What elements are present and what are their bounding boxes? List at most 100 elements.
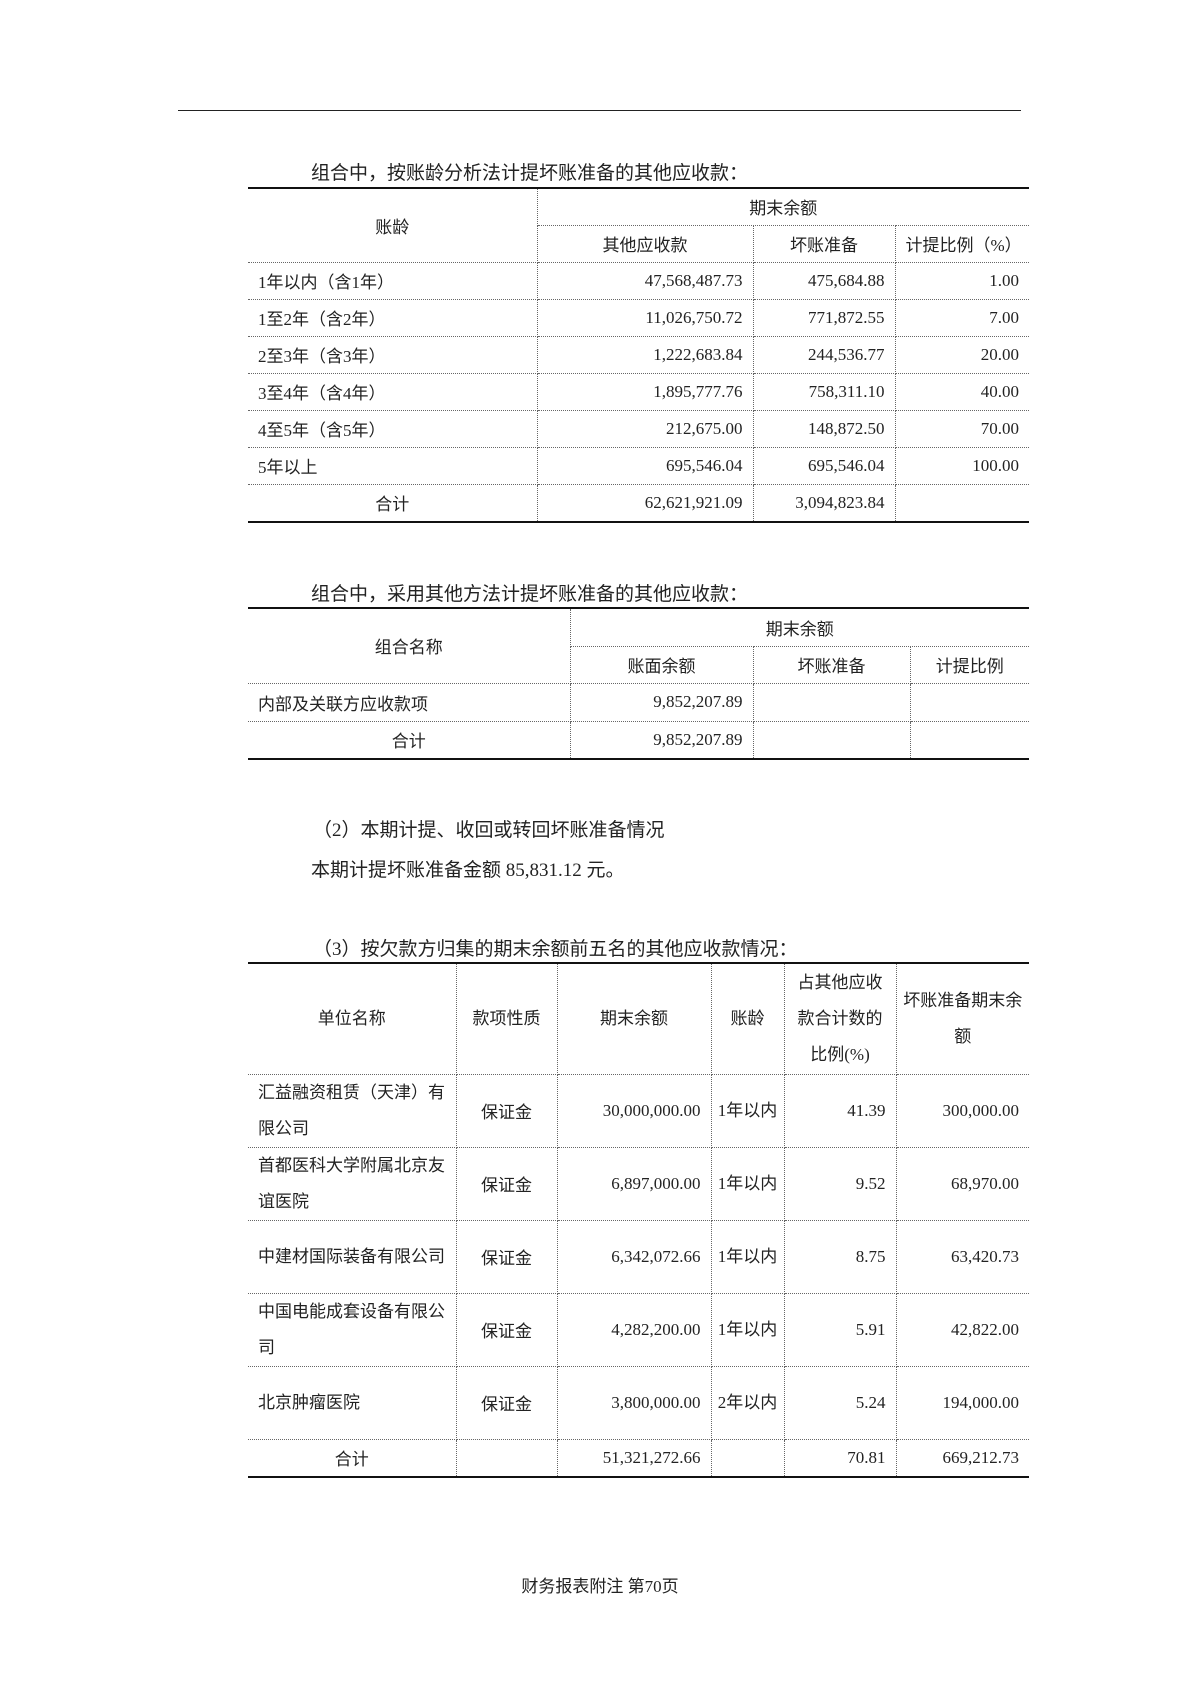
table-cell [909, 720, 1029, 760]
other-method-table: 组合名称 期末余额 账面余额 坏账准备 计提比例 内部及关联方应收款项 9,852,20… [248, 607, 1029, 760]
table-cell: 63,420.73 [895, 1219, 1029, 1294]
table-row: 汇益融资租赁（天津）有限公司 保证金 30,000,000.00 1年以内 41.39 3… [248, 1073, 1029, 1148]
table-cell: 1,895,777.76 [536, 372, 754, 411]
section1-title: 组合中，按账龄分析法计提坏账准备的其他应收款： [311, 163, 749, 184]
header-col1: 其他应收款 [537, 224, 754, 263]
table-cell: 475,684.88 [752, 261, 896, 300]
section3-heading: （2）本期计提、收回或转回坏账准备情况 [313, 820, 665, 841]
table-cell: 212,675.00 [536, 409, 754, 448]
header-col2: 坏账准备 [752, 645, 911, 684]
header-cell: 单位名称 [248, 962, 457, 1075]
header-age: 账龄 [248, 187, 538, 263]
table-cell [710, 1438, 785, 1478]
table-cell: 20.00 [894, 335, 1029, 374]
table-row: 合计 9,852,207.89 [248, 720, 1029, 760]
table-cell: 148,872.50 [752, 409, 896, 448]
table-row: 5年以上 695,546.04 695,546.04 100.00 [248, 446, 1029, 485]
header-cell: 款项性质 [455, 962, 558, 1075]
aging-table: 账龄 期末余额 其他应收款 坏账准备 计提比例（%） 1年以内（含1年） 47,568,… [248, 187, 1029, 523]
header-cell: 占其他应收款合计数的比例(%) [783, 962, 897, 1075]
table-row: 首都医科大学附属北京友谊医院 保证金 6,897,000.00 1年以内 9.52 68,… [248, 1146, 1029, 1221]
header-col2: 坏账准备 [752, 224, 896, 263]
table-cell: 合计 [248, 720, 571, 760]
table-cell: 保证金 [455, 1365, 558, 1440]
header-rule [178, 110, 1021, 111]
table-row: 1年以内（含1年） 47,568,487.73 475,684.88 1.00 [248, 261, 1029, 300]
table-row: 内部及关联方应收款项 9,852,207.89 [248, 682, 1029, 722]
table-cell: 8.75 [783, 1219, 897, 1294]
table-cell: 2至3年（含3年） [248, 335, 538, 374]
table-row: 合计 51,321,272.66 70.81 669,212.73 [248, 1438, 1029, 1478]
table-cell: 9,852,207.89 [569, 682, 754, 722]
table-cell: 3至4年（含4年） [248, 372, 538, 411]
table-cell: 1.00 [894, 261, 1029, 300]
table-cell: 758,311.10 [752, 372, 896, 411]
table-cell: 70.81 [783, 1438, 897, 1478]
table-cell: 100.00 [894, 446, 1029, 485]
table-cell: 首都医科大学附属北京友谊医院 [248, 1146, 457, 1221]
table-cell: 62,621,921.09 [536, 483, 754, 523]
table-cell: 30,000,000.00 [556, 1073, 712, 1148]
table-row: 1至2年（含2年） 11,026,750.72 771,872.55 7.00 [248, 298, 1029, 337]
table-cell: 70.00 [894, 409, 1029, 448]
table-cell: 244,536.77 [752, 335, 896, 374]
table-cell: 1年以内 [710, 1219, 785, 1294]
header-cell: 账龄 [710, 962, 785, 1075]
header-col3: 计提比例（%） [894, 224, 1029, 263]
table-cell: 6,342,072.66 [556, 1219, 712, 1294]
header-group: 期末余额 [536, 187, 1029, 226]
page-footer: 财务报表附注 第70页 [521, 1577, 679, 1596]
section3-text: 本期计提坏账准备金额 85,831.12 元。 [311, 860, 625, 881]
table-cell: 1至2年（含2年） [248, 298, 538, 337]
table-row: 3至4年（含4年） 1,895,777.76 758,311.10 40.00 [248, 372, 1029, 411]
table-cell: 1年以内 [710, 1073, 785, 1148]
table-row: 4至5年（含5年） 212,675.00 148,872.50 70.00 [248, 409, 1029, 448]
table-cell: 5年以上 [248, 446, 538, 485]
header-cell: 坏账准备期末余额 [895, 962, 1029, 1075]
table-cell: 中建材国际装备有限公司 [248, 1219, 457, 1294]
header-group: 期末余额 [569, 607, 1029, 647]
table-cell: 300,000.00 [895, 1073, 1029, 1148]
table-cell: 中国电能成套设备有限公司 [248, 1292, 457, 1367]
table-cell [455, 1438, 558, 1478]
table-cell: 保证金 [455, 1146, 558, 1221]
table-cell: 保证金 [455, 1292, 558, 1367]
table-cell: 9,852,207.89 [569, 720, 754, 760]
table-cell: 1年以内 [710, 1292, 785, 1367]
table-cell: 3,094,823.84 [752, 483, 896, 523]
top-five-table: 单位名称 款项性质 期末余额 账龄 占其他应收款合计数的比例(%) 坏账准备期末余额 汇益… [248, 962, 1029, 1478]
table-cell: 6,897,000.00 [556, 1146, 712, 1221]
table-cell: 42,822.00 [895, 1292, 1029, 1367]
table-cell: 1年以内（含1年） [248, 261, 538, 300]
table-cell: 9.52 [783, 1146, 897, 1221]
table-cell: 保证金 [455, 1073, 558, 1148]
table-cell: 695,546.04 [752, 446, 896, 485]
table-cell: 5.91 [783, 1292, 897, 1367]
table-cell: 4,282,200.00 [556, 1292, 712, 1367]
table-cell: 11,026,750.72 [536, 298, 754, 337]
table-cell: 内部及关联方应收款项 [248, 682, 571, 722]
table-row: 合计 62,621,921.09 3,094,823.84 [248, 483, 1029, 523]
table-cell: 汇益融资租赁（天津）有限公司 [248, 1073, 457, 1148]
table-cell: 68,970.00 [895, 1146, 1029, 1221]
table-cell: 51,321,272.66 [556, 1438, 712, 1478]
table-cell: 47,568,487.73 [536, 261, 754, 300]
table-cell [894, 483, 1029, 523]
table-cell: 40.00 [894, 372, 1029, 411]
header-cell: 期末余额 [556, 962, 712, 1075]
table-cell: 1年以内 [710, 1146, 785, 1221]
table-cell: 7.00 [894, 298, 1029, 337]
table-row: 2至3年（含3年） 1,222,683.84 244,536.77 20.00 [248, 335, 1029, 374]
table-cell: 北京肿瘤医院 [248, 1365, 457, 1440]
header-col3: 计提比例 [909, 645, 1029, 684]
table-row: 中建材国际装备有限公司 保证金 6,342,072.66 1年以内 8.75 63,420… [248, 1219, 1029, 1294]
table-cell: 3,800,000.00 [556, 1365, 712, 1440]
table-cell: 合计 [248, 1438, 457, 1478]
table-cell [909, 682, 1029, 722]
table-cell: 771,872.55 [752, 298, 896, 337]
section2-title: 组合中，采用其他方法计提坏账准备的其他应收款： [311, 584, 749, 605]
section4-title: （3）按欠款方归集的期末余额前五名的其他应收款情况： [313, 939, 798, 960]
header-name: 组合名称 [248, 607, 571, 684]
table-cell: 41.39 [783, 1073, 897, 1148]
table-cell: 4至5年（含5年） [248, 409, 538, 448]
